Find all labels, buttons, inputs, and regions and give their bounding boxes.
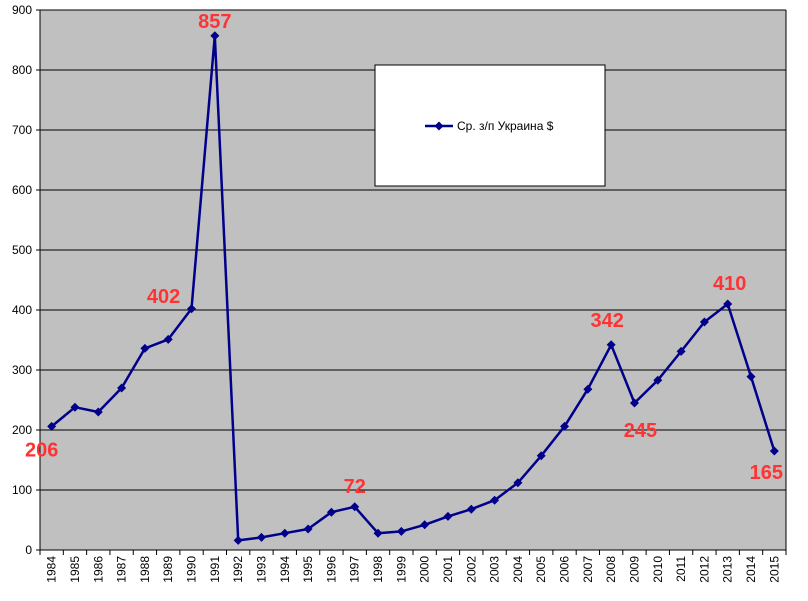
y-tick-label-200: 200 <box>12 423 32 437</box>
data-point-1997 <box>350 502 360 512</box>
data-point-2003 <box>490 495 500 505</box>
data-point-1999 <box>396 526 406 536</box>
data-point-2015 <box>769 446 779 456</box>
series-line <box>50 34 776 542</box>
x-tick-label-1999: 1999 <box>394 556 408 583</box>
x-tick-label-1985: 1985 <box>68 556 82 583</box>
data-point-1990 <box>187 304 197 314</box>
data-point-1986 <box>93 407 103 417</box>
x-tick-label-2008: 2008 <box>604 556 618 583</box>
x-tick-label-1997: 1997 <box>348 556 362 583</box>
x-tick-label-2002: 2002 <box>464 556 478 583</box>
y-tick-label-300: 300 <box>12 363 32 377</box>
legend: Ср. з/п Украина $ <box>374 64 606 187</box>
data-point-2014 <box>746 372 756 382</box>
data-point-1989 <box>163 334 173 344</box>
data-point-1984 <box>47 421 57 431</box>
data-point-1987 <box>117 383 127 393</box>
x-tick-label-2003: 2003 <box>488 556 502 583</box>
x-tick-label-2011: 2011 <box>674 556 688 582</box>
x-tick-label-2013: 2013 <box>721 556 735 583</box>
x-tick-label-1998: 1998 <box>371 556 385 583</box>
legend-series-name: Ср. з/п Украина $ <box>457 119 554 133</box>
data-point-2005 <box>536 451 546 461</box>
x-tick-label-1989: 1989 <box>161 556 175 583</box>
y-tick-label-600: 600 <box>12 183 32 197</box>
y-tick-label-800: 800 <box>12 63 32 77</box>
y-tick-label-400: 400 <box>12 303 32 317</box>
data-labels: 206 402 857 72 342 245 410 165 <box>25 11 783 498</box>
data-point-2008 <box>606 340 616 350</box>
x-tick-label-1996: 1996 <box>324 556 338 583</box>
y-tick-label-700: 700 <box>12 123 32 137</box>
x-tick-label-1987: 1987 <box>115 556 129 583</box>
x-tick-label-2004: 2004 <box>511 556 525 583</box>
data-point-2012 <box>699 317 709 327</box>
x-axis-ticks: 1984 1985 1986 1987 1988 1989 1990 1991 1992 1993… <box>39 550 787 583</box>
x-tick-label-1988: 1988 <box>138 556 152 583</box>
data-point-2013 <box>723 299 733 309</box>
data-point-1995 <box>303 524 313 534</box>
data-point-2011 <box>676 346 686 356</box>
data-point-1994 <box>280 528 290 538</box>
data-label-1990: 402 <box>147 286 180 308</box>
data-point-2009 <box>629 398 639 408</box>
x-tick-label-2000: 2000 <box>418 556 432 583</box>
data-point-2002 <box>466 504 476 514</box>
x-tick-label-2006: 2006 <box>558 556 572 583</box>
data-point-2004 <box>513 478 523 488</box>
data-label-1984: 206 <box>25 439 58 461</box>
x-tick-label-1993: 1993 <box>254 556 268 583</box>
x-tick-label-2001: 2001 <box>441 556 455 583</box>
data-point-1991 <box>210 31 220 41</box>
data-label-2008: 342 <box>590 310 623 332</box>
y-tick-label-500: 500 <box>12 243 32 257</box>
x-tick-label-1994: 1994 <box>278 556 292 583</box>
data-label-2015: 165 <box>750 462 783 484</box>
data-point-2007 <box>583 384 593 394</box>
y-tick-label-100: 100 <box>12 483 32 497</box>
data-point-2000 <box>420 520 430 530</box>
data-label-2013: 410 <box>713 273 746 295</box>
y-tick-label-0: 0 <box>25 543 32 557</box>
y-axis-ticks: 0 100 200 300 400 500 600 700 800 900 <box>12 3 40 557</box>
data-point-2001 <box>443 511 453 521</box>
data-label-2009: 245 <box>624 420 657 442</box>
x-tick-label-2014: 2014 <box>744 556 758 583</box>
x-tick-label-2010: 2010 <box>651 556 665 583</box>
data-label-1991: 857 <box>198 11 231 33</box>
data-point-1988 <box>140 343 150 353</box>
x-tick-label-2005: 2005 <box>534 556 548 583</box>
x-tick-label-1990: 1990 <box>185 556 199 583</box>
x-tick-label-2009: 2009 <box>627 556 641 583</box>
x-tick-label-2007: 2007 <box>581 556 595 583</box>
data-point-1985 <box>70 402 80 412</box>
data-point-1993 <box>256 532 266 542</box>
x-tick-label-1995: 1995 <box>301 556 315 583</box>
x-tick-label-2015: 2015 <box>767 556 781 583</box>
x-tick-label-1992: 1992 <box>231 556 245 583</box>
data-label-1997: 72 <box>344 476 366 498</box>
y-tick-label-900: 900 <box>12 3 32 17</box>
data-point-2010 <box>653 375 663 385</box>
x-tick-label-1986: 1986 <box>91 556 105 583</box>
x-tick-label-1991: 1991 <box>208 556 222 583</box>
x-tick-label-2012: 2012 <box>697 556 711 583</box>
legend-box <box>374 64 606 187</box>
data-point-1992 <box>233 535 243 545</box>
series-layer <box>47 31 779 545</box>
data-point-1996 <box>326 507 336 517</box>
legend-diamond-marker <box>434 121 444 131</box>
data-point-2006 <box>560 421 570 431</box>
x-tick-label-1984: 1984 <box>45 556 59 583</box>
data-point-1998 <box>373 528 383 538</box>
